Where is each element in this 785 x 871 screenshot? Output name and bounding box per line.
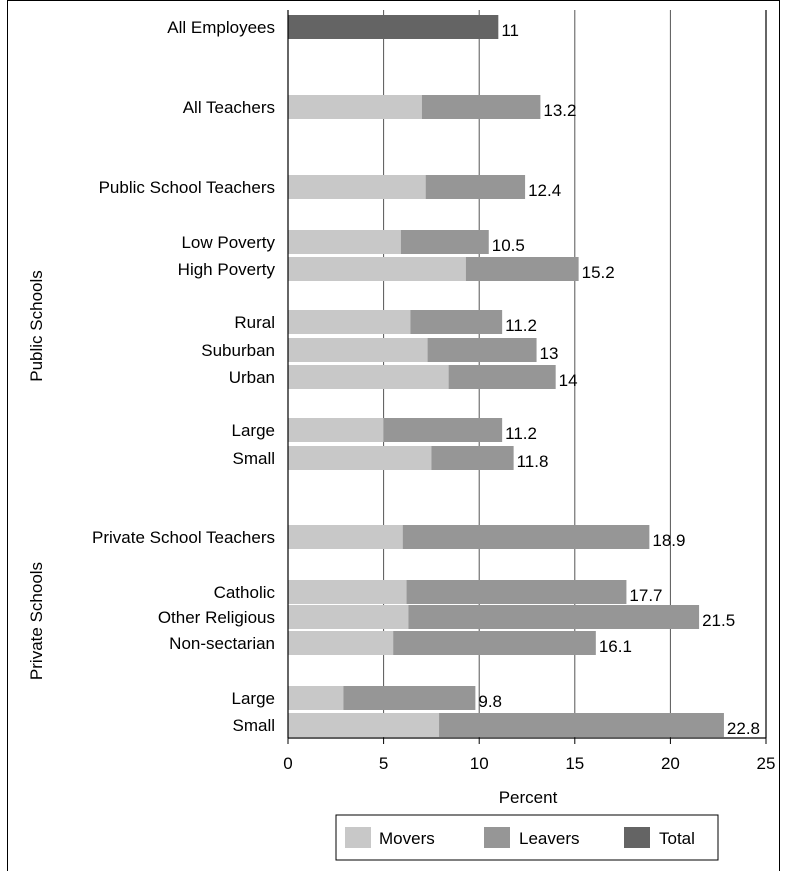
bar-movers — [288, 310, 411, 334]
bar-leavers — [431, 446, 514, 470]
value-label: 11.2 — [505, 316, 537, 335]
bar-leavers — [406, 580, 627, 604]
category-label: Catholic — [214, 583, 276, 602]
value-label: 15.2 — [582, 263, 615, 282]
value-label: 17.7 — [629, 586, 662, 605]
category-label: All Teachers — [183, 98, 275, 117]
value-label: 11.8 — [517, 452, 549, 471]
x-tick-label: 15 — [565, 754, 584, 773]
value-label: 16.1 — [599, 637, 632, 656]
bar-movers — [288, 338, 428, 362]
bar-leavers — [421, 95, 541, 119]
bar-leavers — [410, 310, 503, 334]
x-tick-label: 5 — [379, 754, 388, 773]
value-label: 10.5 — [492, 236, 525, 255]
category-label: Non-sectarian — [169, 634, 275, 653]
bar-leavers — [448, 365, 556, 389]
bar-leavers — [393, 631, 596, 655]
bar-movers — [288, 418, 384, 442]
bar-movers — [288, 605, 409, 629]
value-label: 11.2 — [505, 424, 537, 443]
value-label: 13.2 — [543, 101, 576, 120]
bar-movers — [288, 95, 422, 119]
legend-label-total: Total — [659, 829, 695, 848]
bar-leavers — [402, 525, 650, 549]
category-label: Small — [232, 716, 275, 735]
bar-leavers — [427, 338, 537, 362]
x-tick-label: 0 — [283, 754, 292, 773]
value-label: 13 — [540, 344, 559, 363]
value-label: 18.9 — [652, 531, 685, 550]
category-label: Rural — [234, 313, 275, 332]
bar-leavers — [383, 418, 503, 442]
legend-swatch-total — [624, 827, 650, 848]
category-label: Large — [232, 689, 275, 708]
value-label: 12.4 — [528, 181, 561, 200]
bar-movers — [288, 175, 426, 199]
x-tick-label: 10 — [470, 754, 489, 773]
group-label-public: Public Schools — [27, 270, 46, 382]
bar-movers — [288, 686, 344, 710]
value-label: 9.8 — [478, 692, 502, 711]
value-label: 14 — [559, 371, 578, 390]
category-labels: All Employees All Teachers Public School T… — [92, 18, 276, 735]
value-label: 22.8 — [727, 719, 760, 738]
bar-movers — [288, 631, 394, 655]
bar-movers — [288, 365, 449, 389]
legend-swatch-movers — [345, 827, 371, 848]
bar-movers — [288, 713, 440, 737]
bar-leavers — [425, 175, 526, 199]
bar-movers — [288, 446, 432, 470]
x-axis-title: Percent — [499, 788, 558, 807]
category-label: Private School Teachers — [92, 528, 275, 547]
category-label: Large — [232, 421, 275, 440]
bar-movers — [288, 257, 466, 281]
x-tick-label: 20 — [661, 754, 680, 773]
category-label: Small — [232, 449, 275, 468]
category-label: All Employees — [167, 18, 275, 37]
category-label: Suburban — [201, 341, 275, 360]
bar-leavers — [408, 605, 700, 629]
category-label: High Poverty — [178, 260, 276, 279]
category-label: Other Religious — [158, 608, 275, 627]
legend-label-movers: Movers — [379, 829, 435, 848]
x-axis: 0 5 10 15 20 25 — [283, 10, 775, 773]
value-label: 11 — [501, 21, 519, 40]
category-label: Low Poverty — [181, 233, 275, 252]
group-label-private: Private Schools — [27, 562, 46, 680]
bars — [288, 15, 724, 737]
value-label: 21.5 — [702, 611, 735, 630]
bar-leavers — [400, 230, 489, 254]
bar-leavers — [343, 686, 476, 710]
legend: Movers Leavers Total — [335, 814, 719, 861]
bar-movers — [288, 525, 403, 549]
x-tick-label: 25 — [757, 754, 776, 773]
legend-swatch-leavers — [484, 827, 510, 848]
bar-total — [288, 15, 499, 39]
category-label: Public School Teachers — [99, 178, 275, 197]
bar-leavers — [439, 713, 724, 737]
bar-leavers — [465, 257, 579, 281]
chart-frame — [7, 0, 780, 871]
legend-label-leavers: Leavers — [519, 829, 579, 848]
value-labels: 1113.212.410.515.211.2131411.211.818.917… — [478, 21, 760, 738]
legend-box — [335, 814, 719, 861]
bar-movers — [288, 230, 401, 254]
bar-movers — [288, 580, 407, 604]
category-label: Urban — [229, 368, 275, 387]
